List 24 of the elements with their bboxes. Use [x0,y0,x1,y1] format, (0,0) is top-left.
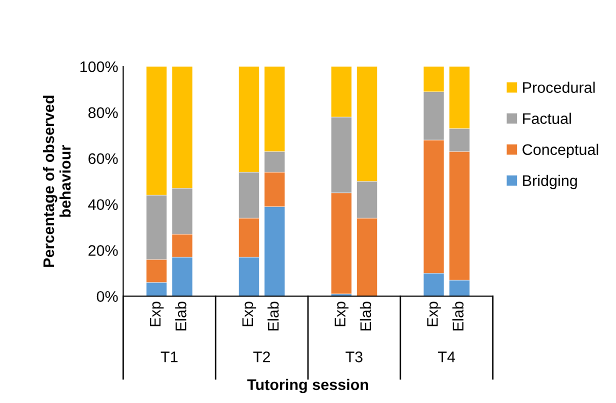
y-tick-label: 0% [96,291,118,302]
x-tick-label: Elab [175,302,186,330]
x-tick-label: Elab [268,302,279,330]
x-tick-label: Exp [427,302,441,326]
x-tick-label: Exp [242,302,256,326]
legend-label: Factual [523,112,571,124]
legend-label: Conceptual [522,144,598,158]
text: T1 [160,352,178,362]
x-tick-label: Elab [452,302,464,330]
text: T3 [346,352,362,362]
x-axis-title: Tutoring session [247,378,368,394]
legend-label: Procedural [523,82,595,93]
y-tick-label: 40% [88,199,118,210]
y-tick-label: 80% [88,107,118,118]
y-axis-title: Percentage of observed behaviour [42,96,71,267]
y-tick-label: 60% [88,153,118,164]
y-tick-label: 100% [80,61,118,72]
x-tick-label: Exp [334,302,348,326]
text: T4 [438,352,456,362]
y-tick-label: 20% [88,245,118,256]
x-tick-label: Exp [150,302,164,326]
x-tick-label: Elab [360,302,372,330]
legend-label: Bridging [523,174,577,190]
text: T2 [253,352,270,362]
